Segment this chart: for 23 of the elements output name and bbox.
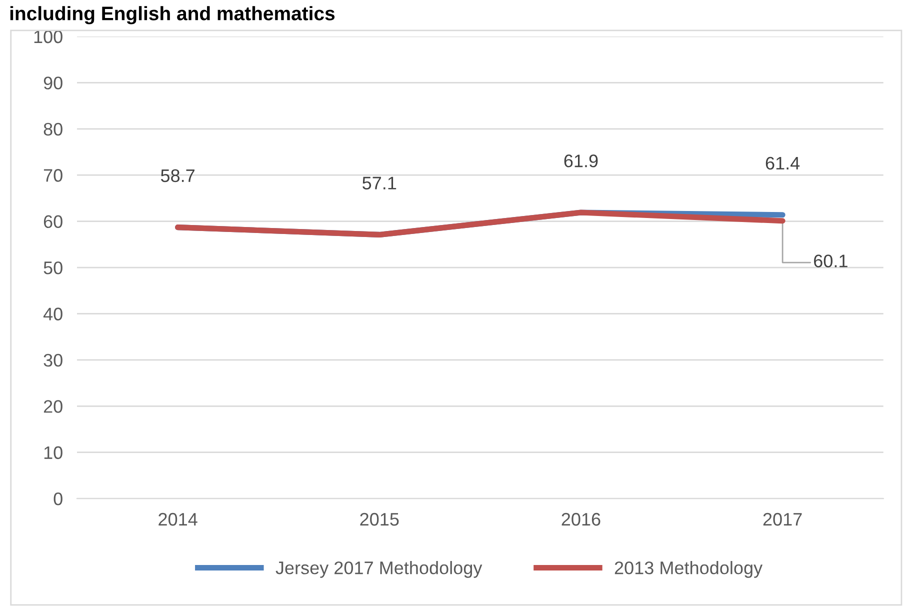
y-tick-label: 80 [44,122,62,136]
legend-label: Jersey 2017 Methodology [276,561,482,578]
y-tick-label: 0 [54,492,62,506]
x-tick-label: 2014 [158,512,198,526]
y-tick-label: 100 [34,30,62,44]
y-tick-label: 50 [44,261,62,274]
x-tick-label: 2016 [562,512,600,526]
y-tick-label: 60 [44,215,62,228]
legend-label: 2013 Methodology [614,561,763,578]
y-tick-label: 20 [44,400,62,413]
data-label: 61.9 [564,154,598,168]
data-label: 57.1 [362,176,396,190]
y-tick-label: 10 [44,446,62,460]
x-tick-label: 2015 [360,512,399,526]
data-label: 61.4 [766,156,800,170]
y-tick-label: 30 [44,354,62,367]
data-label: 58.7 [160,169,194,182]
y-tick-label: 40 [43,308,62,320]
y-tick-label: 70 [44,169,62,182]
y-tick-label: 90 [44,76,62,90]
x-tick-label: 2017 [763,512,802,526]
chart-title: including English and mathematics [10,6,335,24]
data-label: 60.1 [814,254,848,268]
